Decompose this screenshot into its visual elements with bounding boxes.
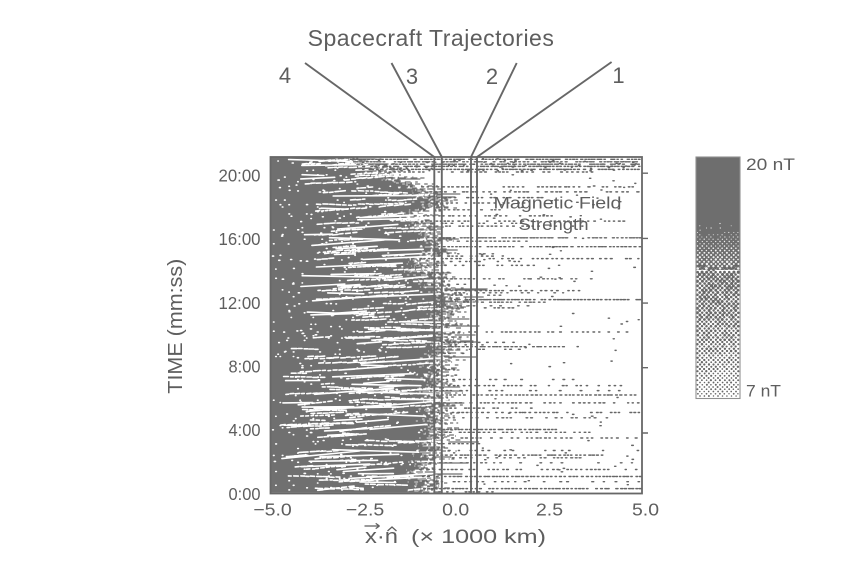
svg-text:x·n: x·n xyxy=(365,526,398,548)
svg-text:0:00: 0:00 xyxy=(229,484,261,504)
svg-text:Strength: Strength xyxy=(519,215,589,234)
svg-text:4: 4 xyxy=(279,63,291,88)
svg-text:7 nT: 7 nT xyxy=(746,382,781,401)
svg-text:4:00: 4:00 xyxy=(229,420,261,440)
svg-text:5.0: 5.0 xyxy=(632,500,659,520)
svg-text:−5.0: −5.0 xyxy=(253,500,292,520)
svg-text:8:00: 8:00 xyxy=(229,357,261,377)
svg-text:TIME (mm:ss): TIME (mm:ss) xyxy=(165,259,187,394)
svg-text:1: 1 xyxy=(612,63,624,88)
svg-text:0.0: 0.0 xyxy=(442,500,469,520)
svg-text:16:00: 16:00 xyxy=(219,229,261,249)
svg-text:2.5: 2.5 xyxy=(536,500,563,520)
svg-text:−2.5: −2.5 xyxy=(346,500,385,520)
svg-text:Spacecraft Trajectories: Spacecraft Trajectories xyxy=(308,25,555,51)
svg-text:20:00: 20:00 xyxy=(219,165,261,185)
svg-text:(× 1000 km): (× 1000 km) xyxy=(411,527,546,548)
svg-text:Magnetic Field: Magnetic Field xyxy=(494,194,622,213)
svg-text:2: 2 xyxy=(486,64,498,89)
svg-text:3: 3 xyxy=(406,64,418,89)
svg-text:12:00: 12:00 xyxy=(219,293,261,313)
svg-text:20 nT: 20 nT xyxy=(746,155,795,174)
